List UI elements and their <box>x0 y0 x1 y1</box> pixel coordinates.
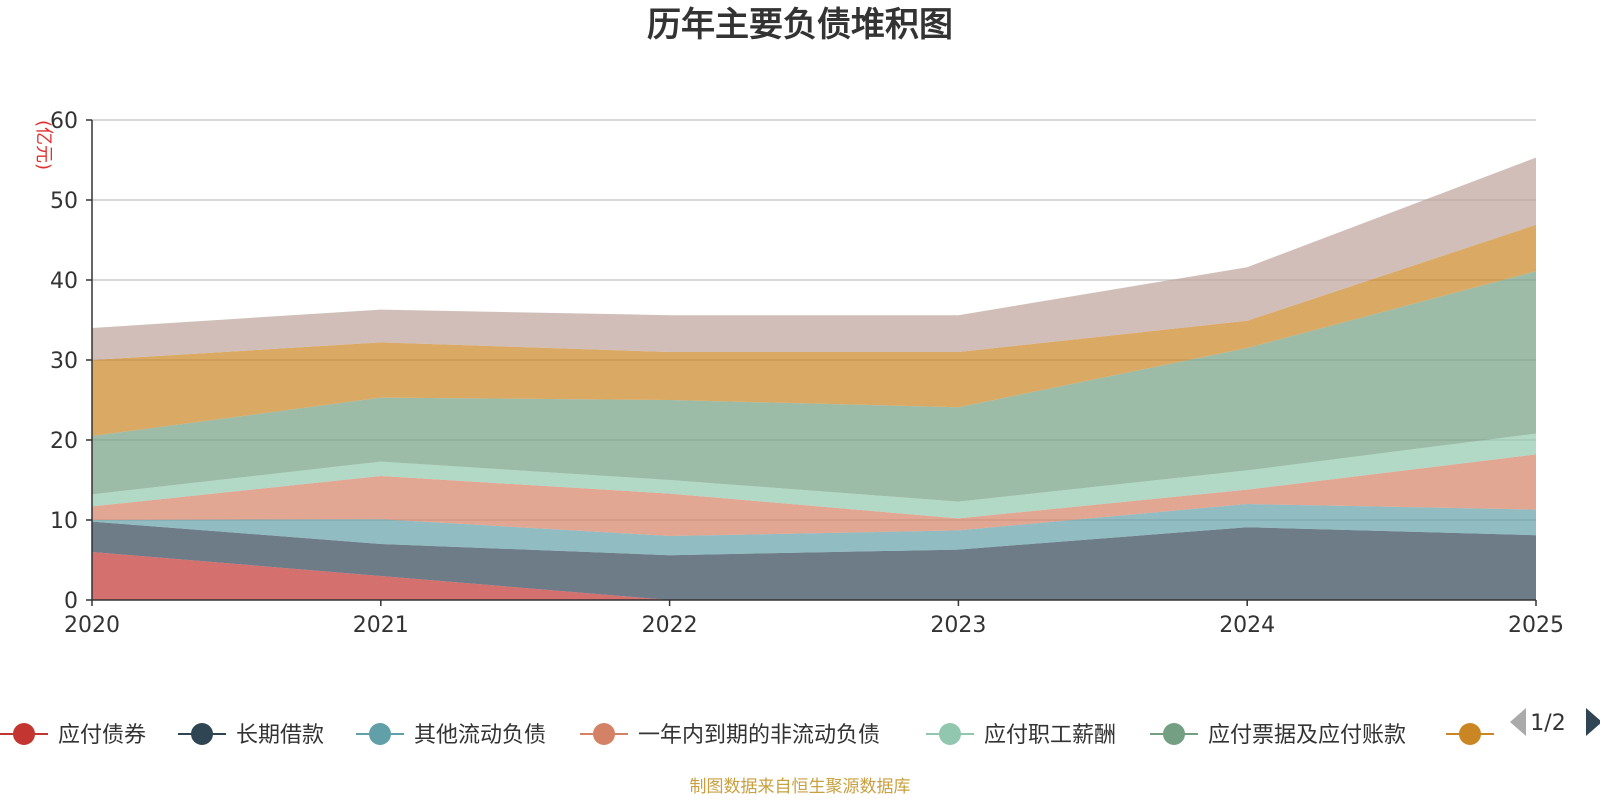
y-tick-label: 30 <box>50 349 78 374</box>
x-tick-label: 2025 <box>1508 613 1564 638</box>
y-tick-label: 60 <box>50 109 78 134</box>
x-tick-label: 2021 <box>353 613 409 638</box>
legend-page-indicator: 1/2 <box>1530 711 1565 736</box>
x-tick-label: 2023 <box>930 613 986 638</box>
legend-label: 其他流动负债 <box>414 723 546 748</box>
legend-pager: 1/2 <box>1510 708 1600 736</box>
legend-item-2[interactable]: 长期借款 <box>178 723 324 748</box>
legend-label: 应付债券 <box>58 723 146 748</box>
legend-circle-icon <box>13 723 35 745</box>
legend-circle-icon <box>191 723 213 745</box>
legend-item-7[interactable] <box>1446 723 1494 745</box>
y-axis-unit-label: (亿元) <box>33 120 54 170</box>
legend-item-4[interactable]: 一年内到期的非流动负债 <box>580 723 880 748</box>
data-source-note: 制图数据来自恒生聚源数据库 <box>690 777 911 797</box>
area-series-group <box>92 157 1536 600</box>
chart-title: 历年主要负债堆积图 <box>647 5 953 45</box>
legend-circle-icon <box>939 723 961 745</box>
y-tick-labels: 0 10 20 30 40 50 60 <box>50 109 78 614</box>
area-series-1 <box>92 552 1536 600</box>
area-series-2 <box>92 521 1536 600</box>
area-series-4 <box>92 454 1536 536</box>
legend-circle-icon <box>593 723 615 745</box>
legend-label: 长期借款 <box>236 723 324 748</box>
legend-label: 应付票据及应付账款 <box>1208 723 1406 748</box>
legend-next-page-icon[interactable] <box>1586 708 1600 736</box>
x-tick-label: 2022 <box>642 613 698 638</box>
legend-item-3[interactable]: 其他流动负债 <box>356 723 546 748</box>
x-tick-labels: 2020 2021 2022 2023 2024 2025 <box>64 613 1564 638</box>
y-tick-label: 10 <box>50 509 78 534</box>
area-series-3 <box>92 504 1536 556</box>
area-series-6 <box>92 271 1536 502</box>
axes <box>86 119 1537 606</box>
legend-item-5[interactable]: 应付职工薪酬 <box>926 723 1116 748</box>
x-tick-label: 2024 <box>1219 613 1275 638</box>
legend-item-6[interactable]: 应付票据及应付账款 <box>1150 723 1406 748</box>
legend: 应付债券 长期借款 其他流动负债 一年内到期的非流动负债 应付职工薪酬 应付票据及应付账款 <box>0 723 1494 748</box>
y-tick-label: 40 <box>50 269 78 294</box>
area-series-5 <box>92 433 1536 519</box>
legend-label: 一年内到期的非流动负债 <box>638 723 880 748</box>
y-tick-label: 50 <box>50 189 78 214</box>
area-series-8 <box>92 157 1536 360</box>
y-tick-label: 20 <box>50 429 78 454</box>
area-series-7 <box>92 224 1536 436</box>
legend-item-1[interactable]: 应付债券 <box>0 723 146 748</box>
legend-circle-icon <box>369 723 391 745</box>
x-tick-label: 2020 <box>64 613 120 638</box>
legend-circle-icon <box>1459 723 1481 745</box>
legend-circle-icon <box>1163 723 1185 745</box>
y-tick-label: 0 <box>64 589 78 614</box>
legend-label: 应付职工薪酬 <box>984 723 1116 748</box>
legend-prev-page-icon[interactable] <box>1510 708 1526 736</box>
